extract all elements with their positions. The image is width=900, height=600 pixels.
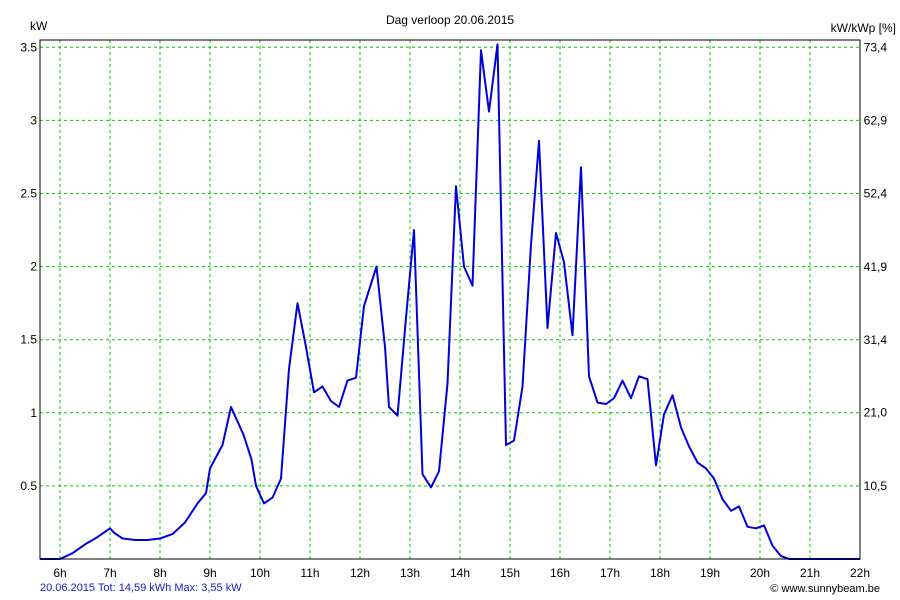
y-tick-label-left: 3.5 [20,40,37,54]
plot-frame [39,39,861,560]
x-tick-label: 8h [153,566,166,580]
x-tick-label: 7h [103,566,116,580]
y-tick-label-right: 10,5 [864,479,888,493]
y-tick-label-left: 1 [30,406,37,420]
x-tick-label: 9h [203,566,216,580]
footer-summary: 20.06.2015 Tot: 14,59 kWh Max: 3,55 kW [40,582,242,594]
x-tick-label: 20h [750,566,770,580]
y-tick-label-right: 21,0 [864,406,888,420]
y-axis-right-label: kW/kWp [%] [831,21,896,35]
x-tick-label: 15h [500,566,520,580]
x-tick-label: 17h [600,566,620,580]
y-axis-left-label: kW [30,19,48,33]
footer-credit: © www.sunnybeam.be [770,583,880,595]
x-tick-label: 19h [700,566,720,580]
y-tick-label-right: 73,4 [864,40,888,54]
x-tick-label: 22h [850,566,870,580]
power-series-line [40,43,860,560]
y-tick-label-right: 31,4 [864,333,888,347]
series-layer [40,43,860,560]
y-tick-label-right: 41,9 [864,260,888,274]
y-tick-label-left: 1.5 [20,333,37,347]
y-tick-label-left: 2 [30,260,37,274]
x-tick-label: 10h [250,566,270,580]
y-tick-label-left: 3 [30,113,37,127]
x-tick-label: 6h [53,566,66,580]
chart-title: Dag verloop 20.06.2015 [386,13,514,27]
y-tick-label-right: 62,9 [864,114,888,128]
x-tick-label: 13h [400,566,420,580]
y-tick-label-left: 2.5 [20,187,37,201]
x-tick-label: 21h [800,566,820,580]
x-tick-label: 16h [550,566,570,580]
tick-labels: 6h 7h 8h 9h 10h 11h 12h 13h 14h 15h 16h 17h 18h 19h 20… [20,40,887,580]
x-tick-label: 18h [650,566,670,580]
y-tick-label-left: 0.5 [20,479,37,493]
grid [40,40,860,559]
x-tick-label: 11h [300,566,319,580]
x-tick-label: 14h [450,566,470,580]
y-tick-label-right: 52,4 [864,187,888,201]
x-tick-label: 12h [350,566,370,580]
